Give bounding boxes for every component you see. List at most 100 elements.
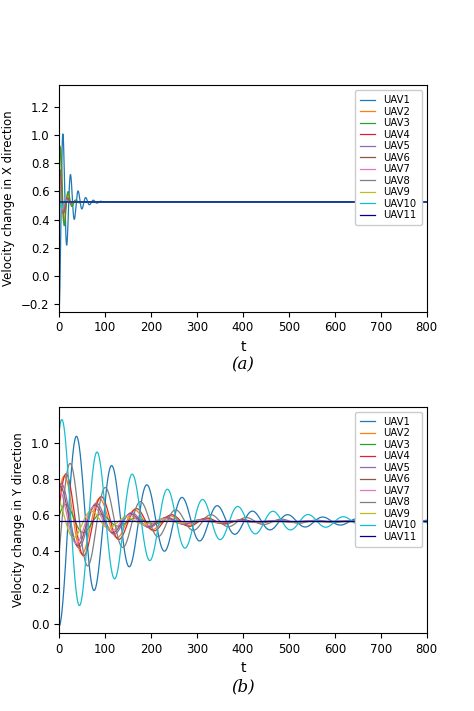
UAV6	[276, 517, 282, 525]
UAV1	[360, 515, 366, 524]
UAV6	[360, 198, 366, 206]
UAV5	[169, 515, 175, 523]
UAV11	[373, 198, 379, 206]
UAV4	[334, 518, 340, 526]
UAV2	[57, 141, 63, 150]
Line: UAV2: UAV2	[59, 476, 427, 554]
UAV2	[360, 198, 366, 206]
UAV7	[360, 198, 366, 206]
UAV6	[283, 198, 289, 206]
Line: UAV1: UAV1	[59, 437, 427, 626]
UAV4	[61, 209, 66, 218]
UAV7	[360, 517, 366, 525]
UAV8	[169, 198, 175, 206]
UAV6	[373, 198, 379, 206]
UAV3	[276, 517, 282, 525]
UAV8	[56, 547, 62, 556]
UAV10	[424, 518, 429, 527]
UAV10	[59, 204, 64, 213]
UAV3	[373, 198, 379, 206]
UAV1	[60, 129, 66, 138]
UAV2	[283, 518, 289, 526]
UAV2	[424, 517, 429, 525]
UAV6	[75, 541, 81, 550]
UAV9	[169, 198, 175, 206]
UAV8	[85, 562, 91, 570]
UAV10	[360, 521, 366, 530]
UAV5	[276, 198, 282, 206]
UAV4	[57, 165, 63, 173]
UAV1	[276, 517, 282, 525]
UAV9	[360, 198, 366, 206]
UAV3	[334, 517, 340, 525]
UAV3	[58, 143, 64, 151]
UAV9	[334, 517, 340, 525]
UAV9	[71, 533, 76, 542]
UAV11	[360, 517, 366, 525]
UAV3	[424, 517, 429, 525]
UAV10	[334, 198, 340, 206]
UAV9	[276, 198, 282, 206]
UAV10	[169, 496, 175, 504]
UAV5	[276, 517, 282, 525]
UAV7	[169, 198, 175, 206]
Line: UAV3: UAV3	[59, 147, 427, 226]
Line: UAV5: UAV5	[59, 170, 427, 212]
UAV2	[61, 218, 67, 227]
Line: UAV9: UAV9	[59, 181, 427, 209]
UAV3	[276, 198, 282, 206]
Line: UAV8: UAV8	[59, 464, 427, 566]
UAV7	[283, 518, 289, 526]
UAV11	[56, 517, 62, 525]
Legend: UAV1, UAV2, UAV3, UAV4, UAV5, UAV6, UAV7, UAV8, UAV9, UAV10, UAV11: UAV1, UAV2, UAV3, UAV4, UAV5, UAV6, UAV7…	[356, 90, 421, 225]
UAV6	[283, 518, 289, 526]
UAV10	[276, 198, 282, 206]
Line: UAV4: UAV4	[59, 474, 427, 556]
UAV10	[334, 515, 340, 524]
UAV8	[56, 173, 62, 181]
UAV9	[424, 517, 429, 525]
UAV3	[283, 517, 289, 525]
UAV8	[424, 517, 429, 525]
UAV8	[283, 198, 289, 206]
UAV5	[76, 544, 82, 552]
UAV2	[334, 198, 340, 206]
Legend: UAV1, UAV2, UAV3, UAV4, UAV5, UAV6, UAV7, UAV8, UAV9, UAV10, UAV11: UAV1, UAV2, UAV3, UAV4, UAV5, UAV6, UAV7…	[356, 412, 421, 547]
UAV2	[283, 198, 289, 206]
UAV6	[56, 482, 62, 491]
UAV6	[424, 198, 429, 206]
UAV1	[73, 432, 79, 441]
UAV6	[169, 198, 175, 206]
UAV1	[424, 198, 429, 206]
UAV4	[424, 517, 429, 525]
UAV1	[56, 304, 62, 312]
UAV5	[60, 208, 66, 216]
UAV5	[56, 166, 62, 175]
UAV10	[59, 415, 64, 424]
Text: (a): (a)	[231, 357, 255, 374]
UAV5	[283, 518, 289, 526]
Text: (b): (b)	[231, 678, 255, 695]
UAV2	[373, 198, 379, 206]
UAV4	[360, 518, 366, 526]
UAV6	[169, 515, 175, 524]
UAV7	[276, 517, 282, 525]
UAV1	[283, 198, 289, 206]
UAV7	[334, 198, 340, 206]
UAV10	[56, 426, 62, 434]
Line: UAV7: UAV7	[59, 489, 427, 543]
UAV11	[276, 517, 282, 525]
UAV8	[59, 205, 65, 214]
UAV10	[56, 182, 62, 191]
UAV8	[360, 198, 366, 206]
UAV10	[169, 198, 175, 206]
UAV7	[424, 517, 429, 525]
UAV2	[276, 198, 282, 206]
UAV7	[56, 169, 62, 178]
UAV4	[276, 198, 282, 206]
UAV9	[334, 198, 340, 206]
UAV8	[283, 515, 289, 524]
UAV7	[56, 485, 62, 493]
UAV2	[56, 491, 62, 499]
UAV9	[360, 517, 366, 525]
